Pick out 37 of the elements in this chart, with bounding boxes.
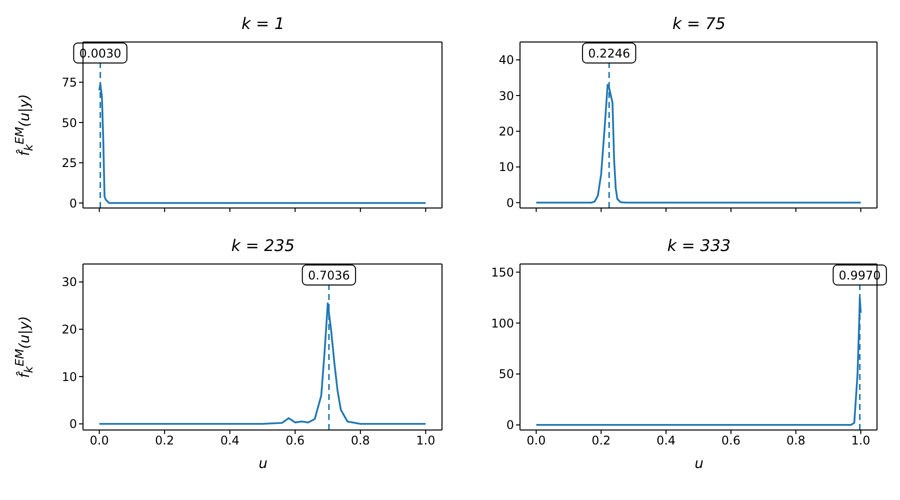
chart-title: k = 333 [666, 236, 732, 255]
x-tick-label: 0.6 [286, 434, 305, 448]
y-tick-label: 20 [62, 322, 77, 337]
x-tick-label: 0.4 [220, 434, 240, 448]
x-axis-title: u [258, 456, 268, 472]
y-tick-label: 100 [491, 316, 514, 330]
x-tick-label: 0.2 [592, 434, 611, 448]
ref-line-label: 0.7036 [308, 268, 350, 282]
x-tick-label: 1.0 [416, 434, 436, 448]
x-tick-label: 0.6 [721, 434, 740, 448]
y-tick-label: 150 [491, 265, 514, 280]
y-tick-label: 10 [498, 160, 514, 174]
y-tick-label: 10 [62, 370, 77, 384]
y-tick-label: 0 [69, 417, 77, 432]
x-tick-label: 1.0 [851, 434, 870, 448]
x-tick-label: 0.2 [155, 434, 174, 448]
chart-title: k = 1 [240, 14, 286, 33]
x-tick-label: 0.8 [350, 434, 370, 448]
y-tick-label: 20 [498, 124, 514, 139]
ref-line-label: 0.2246 [588, 46, 630, 60]
y-tick-label: 75 [62, 76, 77, 90]
y-tick-label: 40 [498, 53, 514, 68]
y-tick-label: 25 [62, 156, 77, 170]
y-tick-label: 0 [506, 196, 514, 210]
y-tick-label: 0 [506, 418, 514, 432]
y-tick-label: 30 [498, 88, 514, 103]
x-tick-label: 0.0 [526, 434, 546, 448]
y-tick-label: 30 [62, 275, 77, 290]
y-tick-label: 50 [498, 367, 514, 382]
x-axis-title: u [694, 456, 704, 472]
x-tick-label: 0.4 [656, 434, 676, 448]
y-tick-label: 0 [69, 196, 77, 210]
y-tick-label: 50 [62, 116, 77, 130]
chart-title: k = 235 [230, 236, 296, 255]
chart-title: k = 75 [671, 14, 727, 33]
x-tick-label: 0.8 [786, 434, 806, 448]
x-tick-label: 0.0 [90, 434, 109, 448]
